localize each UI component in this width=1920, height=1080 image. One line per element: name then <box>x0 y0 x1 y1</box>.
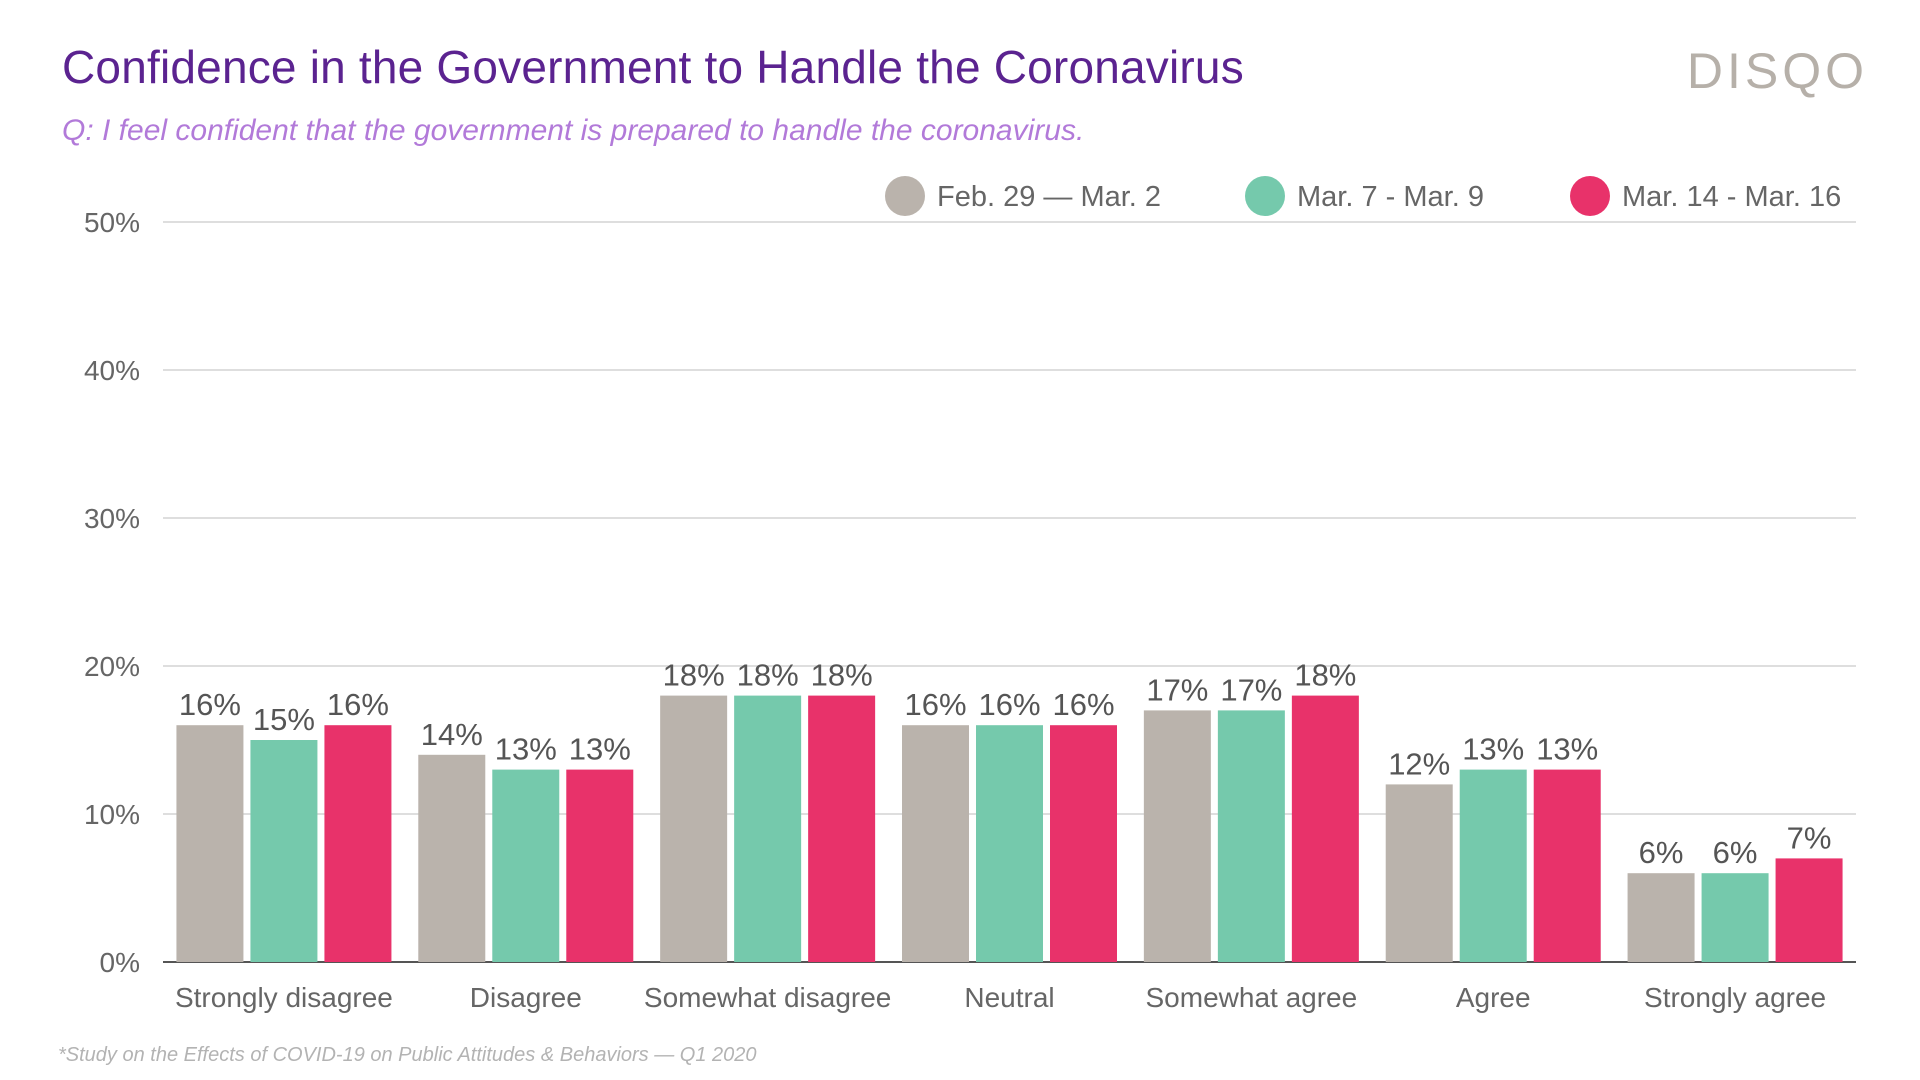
data-label: 16% <box>327 687 389 722</box>
y-tick-label: 30% <box>84 503 140 534</box>
bar <box>1459 769 1527 962</box>
bar <box>1143 710 1211 962</box>
data-label: 17% <box>1146 672 1208 707</box>
bar <box>566 769 634 962</box>
data-label: 13% <box>569 732 631 767</box>
bar <box>660 695 728 962</box>
x-tick-label: Strongly disagree <box>175 982 393 1013</box>
bar <box>1533 769 1601 962</box>
legend-swatch <box>1570 176 1610 216</box>
legend-swatch <box>885 176 925 216</box>
data-label: 18% <box>737 658 799 693</box>
data-label: 16% <box>904 687 966 722</box>
data-label: 13% <box>1462 732 1524 767</box>
x-tick-label: Disagree <box>470 982 582 1013</box>
x-tick-label: Agree <box>1456 982 1531 1013</box>
legend-swatch <box>1245 176 1285 216</box>
footnote: *Study on the Effects of COVID-19 on Pub… <box>58 1044 757 1066</box>
x-tick-label: Somewhat agree <box>1146 982 1358 1013</box>
legend-label: Mar. 14 - Mar. 16 <box>1622 181 1841 213</box>
data-label: 7% <box>1787 820 1832 855</box>
data-label: 14% <box>421 717 483 752</box>
data-label: 17% <box>1220 672 1282 707</box>
chart-title: Confidence in the Government to Handle t… <box>62 41 1244 93</box>
bar <box>902 725 969 962</box>
y-tick-label: 40% <box>84 355 140 386</box>
bar <box>1627 873 1695 962</box>
bar <box>1217 710 1285 962</box>
bar <box>324 725 392 962</box>
data-label: 13% <box>1536 732 1598 767</box>
data-label: 18% <box>663 658 725 693</box>
y-tick-label: 20% <box>84 651 140 682</box>
data-label: 16% <box>978 687 1040 722</box>
y-tick-label: 50% <box>84 207 140 238</box>
x-tick-label: Somewhat disagree <box>644 982 891 1013</box>
bar <box>492 769 560 962</box>
data-label: 16% <box>179 687 241 722</box>
legend-label: Feb. 29 — Mar. 2 <box>937 181 1161 213</box>
bar <box>734 695 802 962</box>
data-label: 16% <box>1052 687 1114 722</box>
x-tick-label: Strongly agree <box>1644 982 1826 1013</box>
data-label: 12% <box>1388 746 1450 781</box>
bar <box>176 725 244 962</box>
bar <box>1050 725 1117 962</box>
data-label: 6% <box>1639 835 1684 870</box>
bar <box>1385 784 1453 962</box>
bar <box>250 740 318 962</box>
bar <box>808 695 876 962</box>
data-label: 13% <box>495 732 557 767</box>
bar <box>1291 695 1359 962</box>
y-tick-label: 0% <box>100 947 140 978</box>
x-tick-label: Neutral <box>964 982 1054 1013</box>
data-label: 18% <box>811 658 873 693</box>
legend-label: Mar. 7 - Mar. 9 <box>1297 181 1484 213</box>
bar <box>976 725 1043 962</box>
data-label: 15% <box>253 702 315 737</box>
chart-subtitle: Q: I feel confident that the government … <box>62 114 1085 147</box>
y-tick-label: 10% <box>84 799 140 830</box>
data-label: 18% <box>1294 658 1356 693</box>
bar <box>1701 873 1769 962</box>
disqo-logo: DISQO <box>1686 43 1868 99</box>
bar <box>1775 858 1843 962</box>
bar <box>418 754 486 962</box>
data-label: 6% <box>1713 835 1758 870</box>
